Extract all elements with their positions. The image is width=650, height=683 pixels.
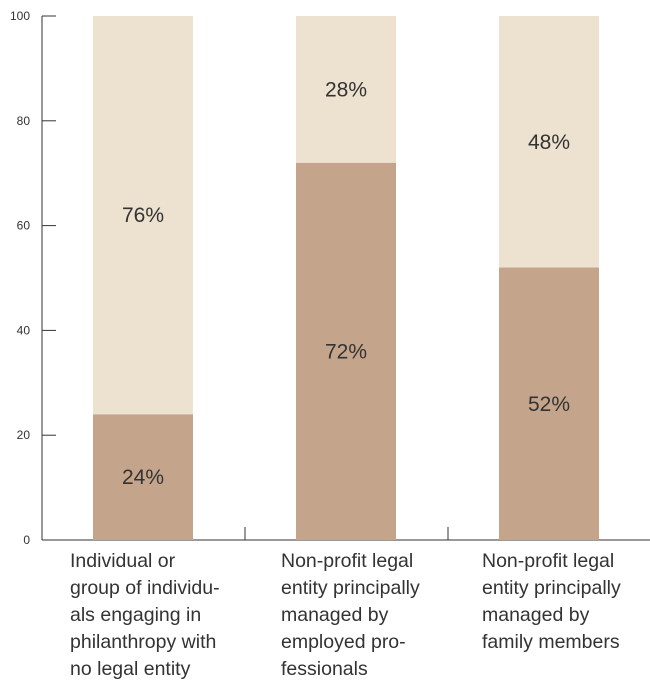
bar-series1-cat0 bbox=[93, 16, 193, 415]
bar-series1-cat1 bbox=[296, 16, 396, 163]
y-tick-label-80: 80 bbox=[17, 114, 31, 128]
bar-series1-cat2 bbox=[499, 16, 599, 268]
data-label-series1-cat0: 76% bbox=[122, 204, 164, 227]
y-tick-label-0: 0 bbox=[23, 533, 30, 547]
bar-series0-cat0 bbox=[93, 414, 193, 540]
data-label-series0-cat0: 24% bbox=[122, 466, 164, 489]
category-label-professionals: Non-profit legal entity principally mana… bbox=[281, 550, 420, 680]
y-tick-label-40: 40 bbox=[17, 323, 31, 337]
data-label-series0-cat1: 72% bbox=[325, 340, 367, 363]
category-label-individual: Individual or group of individu- als eng… bbox=[70, 550, 220, 680]
bar-series0-cat2 bbox=[499, 267, 599, 540]
data-label-series0-cat2: 52% bbox=[528, 393, 570, 416]
y-tick-label-100: 100 bbox=[10, 9, 30, 23]
data-label-series1-cat2: 48% bbox=[528, 131, 570, 154]
category-label-family: Non-profit legal entity principally mana… bbox=[482, 550, 621, 653]
y-tick-label-60: 60 bbox=[17, 219, 31, 233]
y-tick-label-20: 20 bbox=[17, 428, 31, 442]
data-label-series1-cat1: 28% bbox=[325, 78, 367, 101]
bar-series0-cat1 bbox=[296, 162, 396, 540]
